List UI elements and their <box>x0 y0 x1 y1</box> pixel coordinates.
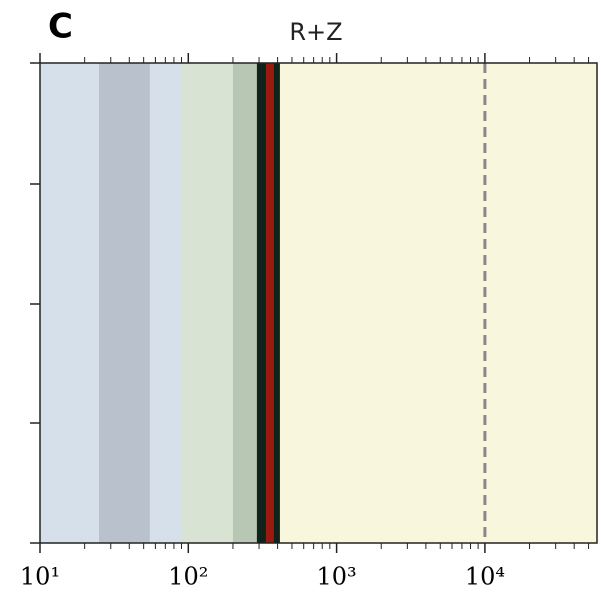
x-tick-label: 10² <box>168 563 208 591</box>
chart-title: R+Z <box>289 18 342 46</box>
band <box>232 63 257 543</box>
y-ticks <box>30 62 40 544</box>
plot-frame <box>39 62 598 544</box>
x-tick-label: 10³ <box>317 563 357 591</box>
band <box>279 63 597 543</box>
panel-label: C <box>48 7 73 47</box>
x-tick-label: 10⁴ <box>465 563 505 591</box>
x-tick-label: 10¹ <box>20 563 60 591</box>
band <box>99 63 150 543</box>
